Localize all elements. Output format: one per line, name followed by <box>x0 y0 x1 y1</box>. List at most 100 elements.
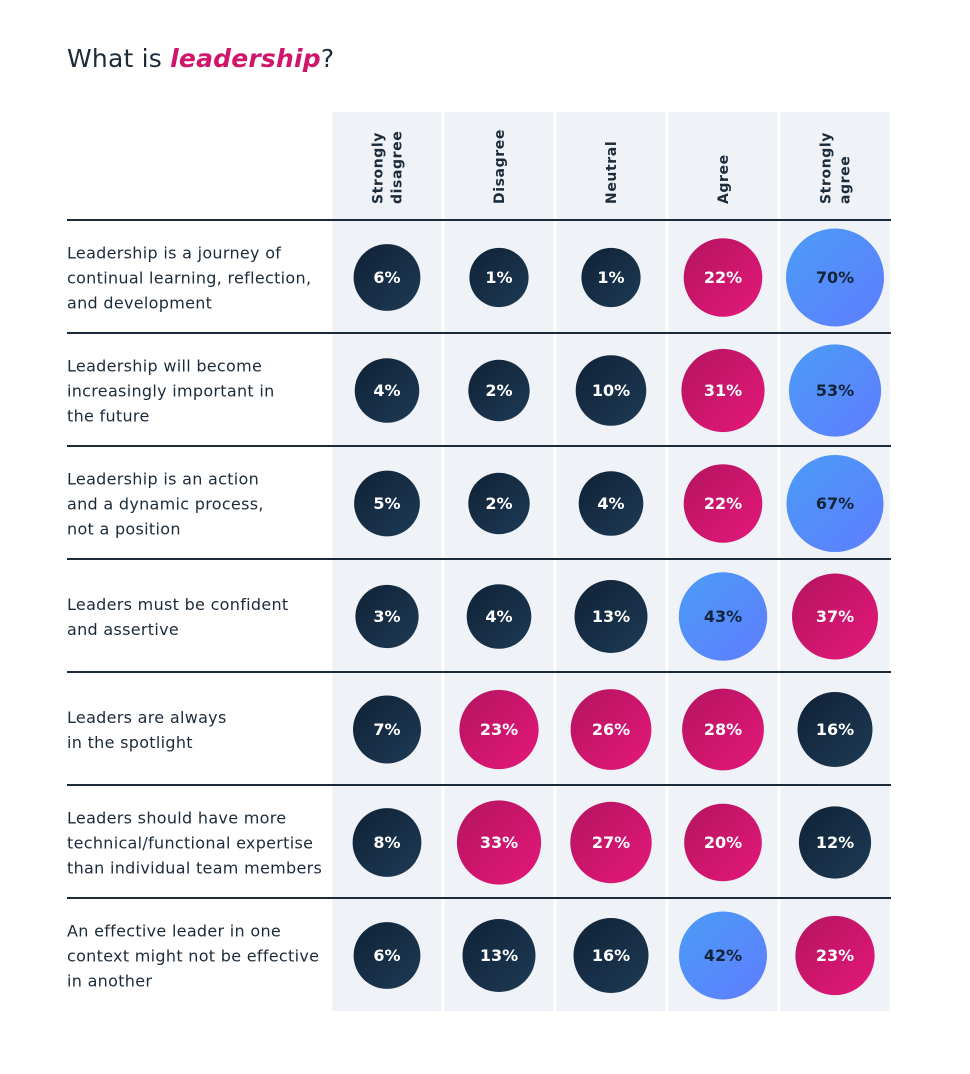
value-label: 70% <box>816 268 854 287</box>
value-label: 37% <box>816 607 854 626</box>
value-label: 22% <box>704 268 742 287</box>
value-label: 7% <box>373 720 400 739</box>
column-header: Strongly <box>371 132 387 204</box>
value-bubble <box>353 695 421 764</box>
value-bubble <box>459 689 539 770</box>
value-bubble <box>786 228 884 327</box>
row-label: not a position <box>67 520 181 539</box>
value-label: 67% <box>816 494 854 513</box>
title-suffix: ? <box>320 44 335 73</box>
row-label: technical/functional expertise <box>67 834 313 853</box>
title-prefix: What is <box>67 44 171 73</box>
row-label: Leaders must be confident <box>67 595 289 614</box>
value-label: 23% <box>480 720 518 739</box>
value-bubble <box>573 918 649 993</box>
value-label: 2% <box>485 381 512 400</box>
value-bubble <box>679 911 767 1000</box>
row-label: and a dynamic process, <box>67 495 264 514</box>
row-label: in the spotlight <box>67 733 193 752</box>
value-bubble <box>581 247 641 308</box>
value-bubble <box>355 584 419 649</box>
value-bubble <box>570 801 652 884</box>
title-highlight: leadership <box>170 44 321 73</box>
row-label: increasingly important in <box>67 382 275 401</box>
value-label: 6% <box>373 946 400 965</box>
value-label: 1% <box>597 268 624 287</box>
value-bubble <box>575 355 647 426</box>
value-label: 28% <box>704 720 742 739</box>
value-bubble <box>788 344 882 437</box>
value-label: 6% <box>373 268 400 287</box>
value-bubble <box>574 580 648 653</box>
value-bubble <box>354 470 420 537</box>
value-bubble <box>469 247 529 308</box>
value-label: 16% <box>816 720 854 739</box>
value-bubble <box>468 359 530 422</box>
value-bubble <box>684 803 762 882</box>
value-bubble <box>792 573 878 660</box>
row-label: Leaders are always <box>67 708 227 727</box>
row-label: continual learning, reflection, <box>67 269 311 288</box>
value-label: 2% <box>485 494 512 513</box>
row-label: Leadership is a journey of <box>67 244 281 263</box>
value-bubble <box>466 584 532 649</box>
column-header: Disagree <box>492 129 508 204</box>
row-label: the future <box>67 407 150 426</box>
value-bubble <box>578 471 644 536</box>
value-label: 1% <box>485 268 512 287</box>
row-label: context might not be effective <box>67 947 319 966</box>
value-bubble <box>468 472 530 535</box>
value-label: 43% <box>704 607 742 626</box>
value-label: 20% <box>704 833 742 852</box>
value-bubble <box>456 800 542 885</box>
row-label: and assertive <box>67 620 179 639</box>
column-header: Strongly <box>819 132 835 204</box>
value-label: 5% <box>373 494 400 513</box>
row-label: An effective leader in one <box>67 922 281 941</box>
value-label: 8% <box>373 833 400 852</box>
value-bubble <box>352 808 422 877</box>
value-label: 53% <box>816 381 854 400</box>
row-label: than individual team members <box>67 859 322 878</box>
row-label: Leadership is an action <box>67 470 259 489</box>
value-label: 4% <box>597 494 624 513</box>
value-label: 42% <box>704 946 742 965</box>
column-header: Neutral <box>604 141 620 204</box>
row-label: Leadership will become <box>67 357 262 376</box>
value-bubble <box>795 915 875 996</box>
value-bubble <box>678 572 768 661</box>
value-label: 3% <box>373 607 400 626</box>
value-label: 4% <box>485 607 512 626</box>
row-label: in another <box>67 972 152 991</box>
value-bubble <box>354 358 420 423</box>
column-header: disagree <box>390 131 406 204</box>
value-bubble <box>570 689 652 770</box>
value-bubble <box>353 922 421 989</box>
value-bubble <box>682 688 764 771</box>
value-bubble <box>797 692 873 767</box>
value-label: 13% <box>480 946 518 965</box>
value-label: 27% <box>592 833 630 852</box>
row-label: Leaders should have more <box>67 809 286 828</box>
value-label: 33% <box>480 833 518 852</box>
row-label: and development <box>67 294 212 313</box>
value-bubble <box>681 348 765 433</box>
value-bubble <box>353 244 421 311</box>
value-bubble <box>786 455 884 552</box>
value-bubble <box>683 238 763 317</box>
value-label: 12% <box>816 833 854 852</box>
chart-title: What is leadership? <box>67 44 334 73</box>
column-header: agree <box>838 156 854 204</box>
value-bubble <box>798 806 872 879</box>
value-label: 16% <box>592 946 630 965</box>
value-label: 23% <box>816 946 854 965</box>
value-bubble <box>462 919 536 992</box>
value-label: 4% <box>373 381 400 400</box>
value-bubble <box>683 464 763 543</box>
value-label: 26% <box>592 720 630 739</box>
value-label: 13% <box>592 607 630 626</box>
value-label: 10% <box>592 381 630 400</box>
value-label: 31% <box>704 381 742 400</box>
value-label: 22% <box>704 494 742 513</box>
